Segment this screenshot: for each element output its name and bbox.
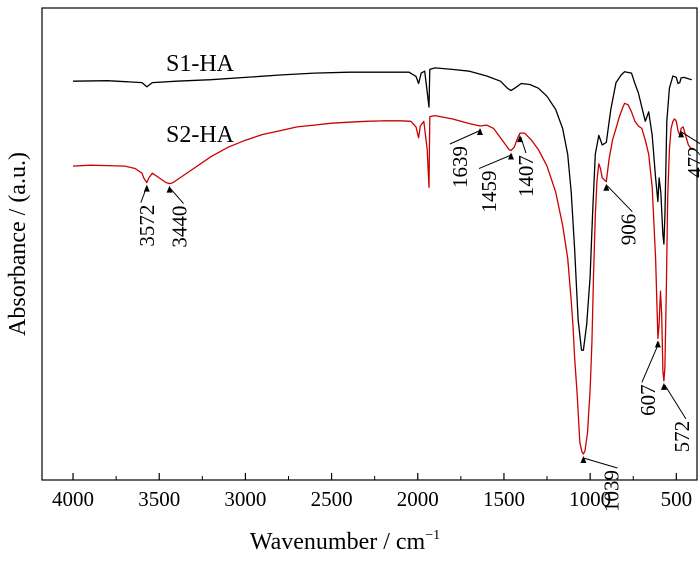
plot-frame: [41, 7, 698, 481]
y-axis-label: Absorbance / (a.u.): [5, 152, 31, 336]
annotation-arrowhead: [476, 128, 483, 135]
x-tick-label: 3000: [224, 487, 266, 511]
x-tick-label: 1000: [569, 487, 611, 511]
annotation-arrowhead: [508, 152, 515, 160]
annotation-arrow: [641, 342, 660, 383]
annotation-label: 1407: [514, 155, 538, 197]
x-tick-label: 4000: [52, 487, 94, 511]
x-axis-ticks: 4000 3500 3000 2500 2000 1500 1000 500: [52, 473, 692, 511]
annotation-arrow: [478, 154, 513, 170]
peak-annotation-572: 572: [660, 382, 694, 453]
series-label-2: S2-HA: [166, 122, 235, 148]
x-tick-label: 1500: [483, 487, 525, 511]
annotation-label: 572: [670, 421, 694, 453]
series-line-1: [72, 67, 692, 351]
series-labels: S1-HA S2-HA: [166, 51, 235, 148]
annotation-arrowhead: [603, 183, 610, 191]
annotation-arrow: [583, 457, 618, 469]
annotation-arrowhead: [166, 185, 173, 193]
annotation-label: 1039: [599, 470, 623, 512]
annotation-arrow: [681, 131, 700, 145]
annotation-arrowhead: [516, 135, 523, 143]
x-tick-label: 2500: [311, 487, 353, 511]
annotation-arrowhead: [580, 456, 587, 464]
x-axis-label-superscript: −1: [425, 528, 440, 543]
x-axis-label: Wavenumber / cm−1: [250, 528, 440, 555]
series-layer: [72, 67, 693, 455]
peak-annotation-3572: 3572: [135, 184, 159, 247]
peak-annotation-1459: 1459: [477, 152, 515, 213]
annotation-label: 906: [616, 214, 640, 246]
x-tick-label: 3500: [138, 487, 180, 511]
peak-annotation-607: 607: [636, 340, 661, 416]
peak-annotation-1639: 1639: [448, 128, 483, 188]
annotation-arrowhead: [143, 184, 150, 192]
annotation-arrow: [169, 187, 184, 204]
peak-annotation-472: 472: [678, 130, 700, 178]
annotation-arrowhead: [660, 382, 667, 390]
annotation-label: 607: [636, 384, 660, 416]
annotation-arrow: [664, 384, 687, 420]
annotation-arrowhead: [654, 340, 661, 348]
annotation-arrow: [606, 185, 633, 213]
annotation-label: 1639: [448, 146, 472, 188]
annotation-label: 3440: [168, 206, 192, 248]
x-tick-label: 2000: [397, 487, 439, 511]
peak-annotation-1039: 1039: [580, 456, 623, 512]
annotation-label: 3572: [135, 205, 159, 247]
annotation-arrowhead: [678, 130, 685, 138]
series-line-2: [72, 102, 693, 455]
annotation-arrow: [449, 129, 482, 145]
peak-annotation-3440: 3440: [166, 185, 192, 248]
series-label-1: S1-HA: [166, 51, 235, 77]
x-tick-label: 500: [661, 487, 693, 511]
peak-annotation-906: 906: [603, 183, 640, 246]
peak-annotation-1407: 1407: [514, 135, 538, 197]
annotation-label: 472: [683, 146, 700, 178]
annotation-label: 1459: [477, 171, 501, 213]
